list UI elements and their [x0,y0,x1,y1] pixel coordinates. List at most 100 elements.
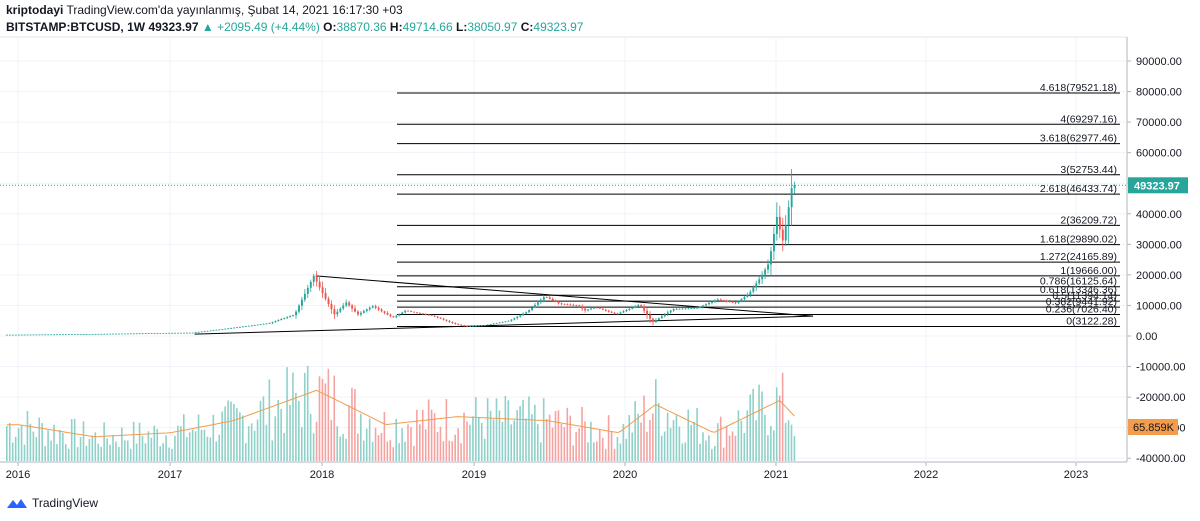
candle-body [566,304,569,306]
candle-body [619,312,622,314]
symbol-label[interactable]: BITSTAMP:BTCUSD, 1W [6,20,146,34]
volume-bar [545,418,548,461]
candle-body [598,307,601,309]
candle-body [725,300,728,302]
candle-body [339,308,342,312]
candle-body [106,333,109,335]
fib-level-label: 4.618(79521.18) [1040,82,1117,94]
candle-body [722,300,725,301]
volume-bar [761,391,763,461]
volume-bar [531,414,533,461]
candle-body [507,320,510,322]
volume-bar [59,429,61,461]
volume-bar [318,376,321,461]
candle-body [109,333,112,335]
candle-body [646,310,649,315]
volume-bar [215,441,218,461]
candle-body [342,305,345,309]
volume-bar [82,421,85,461]
candle-body [510,319,513,321]
open-value: 38870.36 [336,20,387,34]
candle-body [348,302,351,306]
volume-bar [492,419,495,461]
candle-body [324,293,327,299]
volume-bar [439,426,442,461]
y-tick-label: 90000.00 [1136,56,1182,68]
volume-bar [271,440,274,461]
candle-body [678,308,681,310]
volume-bar [94,432,97,461]
volume-bar [554,411,557,461]
volume-bar [357,433,359,461]
candle-body [554,300,557,302]
candle-body [743,296,746,300]
candle-body [50,334,53,336]
candle-body [35,334,38,336]
candle-body [593,307,595,309]
volume-bar [268,379,271,461]
volume-bar [513,420,515,461]
volume-bar [345,438,347,461]
volume-bar [575,432,577,461]
volume-bar [321,378,324,461]
volume-bar [35,437,38,461]
candle-body [767,264,769,270]
candle-body [719,299,722,301]
candle-body [711,301,713,303]
candle-body [746,294,749,297]
candle-body [640,305,643,307]
candle-body [637,305,640,307]
fib-level-label: 0.382(9441.92) [1046,296,1117,308]
y-tick-label: -20000.00 [1136,392,1186,404]
tradingview-brand[interactable]: TradingView [32,496,99,510]
candle-body [669,310,672,313]
volume-bar [121,427,123,461]
candle-body [132,333,135,335]
volume-bar [112,435,114,461]
volume-bar [377,435,380,461]
fib-level-label: 0.618(13346.36) [1040,284,1117,296]
candle-body [531,307,533,311]
candle-body [672,309,675,311]
volume-bar [6,426,8,461]
volume-badge-text: 65.859K [1133,422,1175,434]
volume-bar [539,442,542,461]
candle-body [295,311,297,316]
x-tick-label: 2019 [462,469,486,481]
candle-body [206,330,209,332]
volume-bar [132,421,135,461]
volume-bar [448,440,451,461]
fib-level-label: 1.618(29890.02) [1040,234,1117,246]
candle-body [734,302,737,304]
volume-bar [666,412,669,461]
candle-body [247,325,250,327]
volume-bar [660,435,663,461]
volume-bar [256,419,259,461]
volume-bar [374,427,377,461]
volume-bar [135,443,138,461]
candle-body [162,333,165,334]
volume-bar [17,428,20,461]
candle-body [716,299,719,301]
volume-bar [177,425,179,461]
candle-body [781,229,784,241]
volume-bar [569,415,572,461]
volume-bar [327,368,330,461]
candle-body [702,305,705,307]
author-name[interactable]: kriptodayi [6,3,64,17]
candle-body [306,287,309,294]
candle-body [115,333,118,335]
volume-bar [324,383,327,461]
candle-body [53,334,56,336]
volume-bar [194,431,197,461]
candle-body [265,323,268,325]
candle-body [460,324,463,326]
low-label: L: [456,20,468,34]
candle-body [560,303,563,305]
candle-body [286,317,289,319]
volume-bar [168,447,170,461]
candle-body [259,324,262,326]
y-tick-label: 40000.00 [1136,209,1182,221]
candle-body [442,318,445,320]
